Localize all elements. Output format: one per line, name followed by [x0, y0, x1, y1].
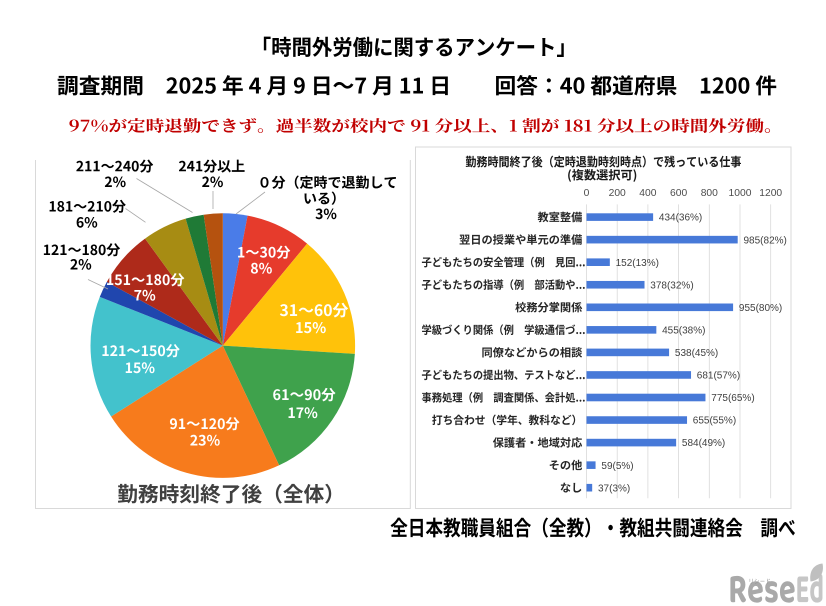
svg-text:655(55%): 655(55%): [693, 416, 736, 427]
svg-text:955(80%): 955(80%): [739, 303, 782, 314]
svg-text:681(57%): 681(57%): [697, 371, 740, 382]
svg-text:400: 400: [639, 188, 656, 199]
svg-text:985(82%): 985(82%): [744, 235, 787, 246]
svg-text:152(13%): 152(13%): [616, 258, 659, 269]
svg-text:59(5%): 59(5%): [601, 461, 633, 472]
svg-text:800: 800: [701, 188, 718, 199]
svg-text:1000: 1000: [729, 188, 752, 199]
svg-text:378(32%): 378(32%): [650, 280, 693, 291]
svg-text:434(36%): 434(36%): [659, 213, 702, 224]
svg-text:200: 200: [609, 188, 626, 199]
svg-text:0: 0: [584, 188, 590, 199]
svg-text:538(45%): 538(45%): [675, 348, 718, 359]
svg-text:600: 600: [670, 188, 687, 199]
svg-text:775(65%): 775(65%): [711, 393, 754, 404]
svg-text:584(49%): 584(49%): [682, 438, 725, 449]
svg-text:1200: 1200: [759, 188, 782, 199]
svg-text:455(38%): 455(38%): [662, 325, 705, 336]
svg-text:37(3%): 37(3%): [598, 483, 630, 494]
